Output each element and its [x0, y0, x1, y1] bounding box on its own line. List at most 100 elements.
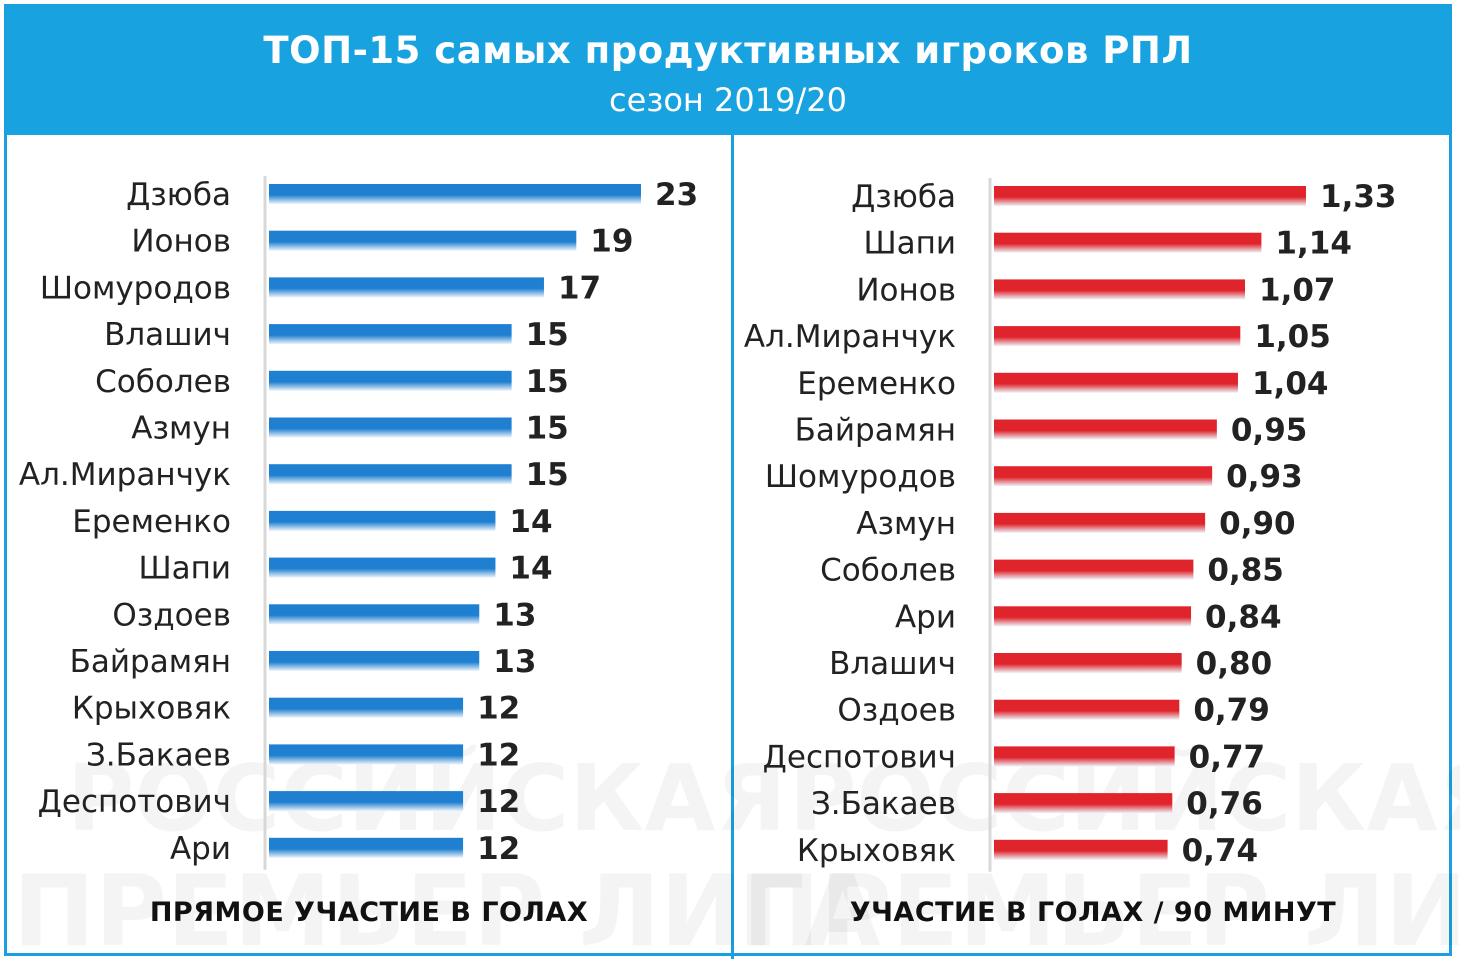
bar	[269, 184, 641, 204]
category-label: Шомуродов	[40, 270, 231, 306]
category-label: Байрамян	[70, 644, 231, 680]
category-label: Еременко	[797, 366, 956, 402]
value-label: 12	[477, 737, 520, 773]
value-label: 19	[590, 224, 633, 260]
value-label: 1,05	[1254, 319, 1331, 355]
value-label: 0,80	[1196, 646, 1273, 682]
category-label: Ари	[170, 831, 231, 867]
category-label: Оздоев	[837, 693, 956, 729]
bar	[269, 651, 480, 671]
bar	[994, 279, 1246, 300]
bar	[994, 699, 1180, 720]
category-label: Соболев	[95, 364, 231, 400]
value-label: 14	[509, 504, 552, 540]
category-label: Влашич	[104, 317, 231, 353]
bar	[269, 277, 544, 298]
bar	[994, 466, 1213, 487]
value-label: 13	[493, 597, 536, 633]
bar	[269, 604, 480, 625]
value-label: 15	[526, 317, 569, 353]
category-label: Соболев	[820, 553, 956, 589]
value-label: 0,84	[1205, 599, 1282, 635]
value-label: 12	[477, 831, 520, 867]
bar	[994, 419, 1217, 440]
category-label: Ионов	[131, 224, 231, 260]
bar	[269, 510, 496, 531]
bar	[269, 370, 512, 391]
infographic-frame: ТОП-15 самых продуктивных игроков РПЛ се…	[4, 4, 1460, 969]
category-label: Ал.Миранчук	[19, 457, 231, 493]
category-label: З.Бакаев	[86, 737, 231, 773]
value-label: 1,33	[1320, 179, 1397, 215]
page-title: ТОП-15 самых продуктивных игроков РПЛ	[263, 29, 1193, 72]
value-label: 12	[477, 784, 520, 820]
bar	[269, 464, 512, 485]
value-label: 15	[526, 411, 569, 447]
value-label: 1,07	[1259, 272, 1336, 308]
bar	[994, 653, 1182, 673]
right-chart-title: УЧАСТИЕ В ГОЛАХ / 90 МИНУТ	[849, 897, 1337, 928]
category-label: Дзюба	[851, 179, 956, 215]
category-label: Азмун	[131, 411, 231, 447]
right-bar-chart: Дзюба 1,33 Шапи 1,14 Ионов 1,07 Ал.Миранчук 1,0…	[744, 178, 1397, 872]
value-label: 13	[493, 644, 536, 680]
left-chart-title: ПРЯМОЕ УЧАСТИЕ В ГОЛАХ	[149, 897, 589, 928]
left-bar-chart: Дзюба 23 Ионов 19 Шомуродов 17 Влашич 15 Соболев…	[19, 176, 698, 870]
bar	[994, 232, 1262, 253]
category-label: Крыховяк	[797, 833, 956, 869]
bar	[994, 839, 1168, 860]
category-label: Шапи	[863, 226, 956, 262]
bar	[269, 557, 496, 578]
category-label: Деспотович	[763, 739, 956, 775]
value-label: 15	[526, 364, 569, 400]
category-label: Крыховяк	[72, 691, 231, 727]
value-label: 0,95	[1231, 413, 1308, 449]
bar	[994, 512, 1206, 533]
bar	[269, 791, 464, 812]
category-label: Шомуродов	[765, 459, 956, 495]
bar	[994, 559, 1194, 580]
category-label: Дзюба	[126, 177, 231, 213]
value-label: 1,04	[1252, 366, 1329, 402]
page-subtitle: сезон 2019/20	[609, 81, 847, 119]
panel-divider	[731, 135, 734, 959]
category-label: З.Бакаев	[811, 786, 956, 822]
value-label: 0,90	[1219, 506, 1296, 542]
value-label: 14	[509, 551, 552, 587]
right-chart-panel: РОССИЙСКАЯ ПРЕМЬЕР ЛИГА Дзюба1,33Шапи1,1…	[734, 135, 1460, 969]
value-label: 15	[526, 457, 569, 493]
category-label: Ионов	[856, 272, 956, 308]
category-label: Оздоев	[112, 597, 231, 633]
value-label: 0,79	[1193, 693, 1270, 729]
bar	[269, 697, 464, 718]
bar	[994, 746, 1175, 767]
bar	[269, 230, 577, 251]
bar	[269, 324, 512, 345]
value-label: 0,93	[1226, 459, 1303, 495]
category-label: Байрамян	[795, 413, 956, 449]
value-label: 0,74	[1182, 833, 1259, 869]
category-label: Еременко	[72, 504, 231, 540]
bar	[994, 606, 1192, 627]
header-banner: ТОП-15 самых продуктивных игроков РПЛ се…	[7, 7, 1449, 135]
value-label: 0,85	[1207, 553, 1284, 589]
category-label: Ари	[895, 599, 956, 635]
value-label: 12	[477, 691, 520, 727]
category-label: Шапи	[138, 551, 231, 587]
bar	[994, 793, 1173, 814]
value-label: 1,14	[1275, 226, 1352, 262]
category-label: Ал.Миранчук	[744, 319, 956, 355]
value-label: 23	[655, 177, 698, 213]
left-chart-panel: РОССИЙСКАЯ ПРЕМЬЕР ЛИГА Дзюба23Ионов19Шо…	[7, 135, 881, 969]
value-label: 0,77	[1189, 739, 1266, 775]
bar	[269, 417, 512, 438]
bar	[269, 837, 464, 858]
bar	[269, 744, 464, 765]
category-label: Влашич	[829, 646, 956, 682]
bar	[994, 186, 1306, 206]
bar	[994, 372, 1238, 393]
value-label: 0,76	[1186, 786, 1263, 822]
value-label: 17	[558, 270, 601, 306]
category-label: Деспотович	[38, 784, 231, 820]
bar	[994, 326, 1241, 347]
